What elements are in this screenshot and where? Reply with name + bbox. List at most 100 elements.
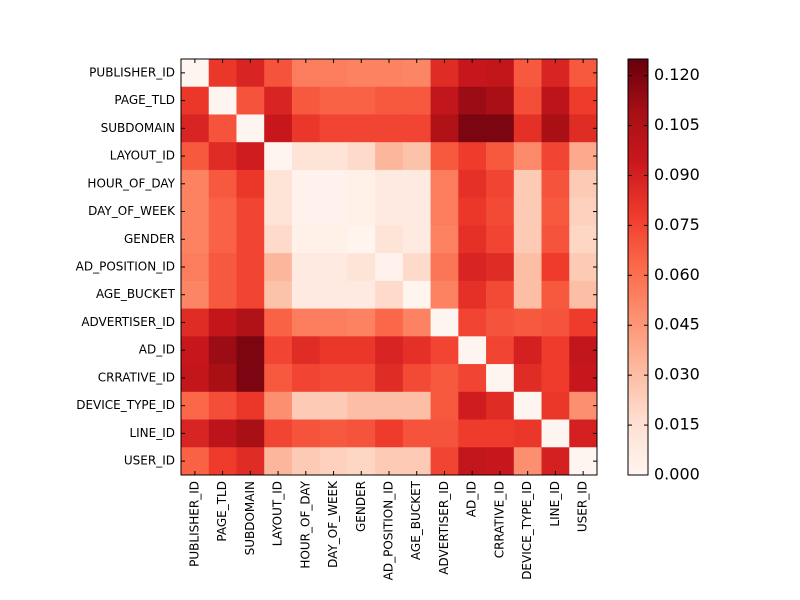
x-tick-label: PUBLISHER_ID [187,481,201,567]
heatmap-cell-age_bucket-age_bucket [402,280,431,309]
x-tick-label: GENDER [354,481,368,532]
heatmap-cell-age_bucket-page_tld [208,280,237,309]
heatmap-cell-user_id-ad_id [458,447,487,476]
heatmap-cell-ad_position_id-subdomain [236,253,265,282]
colorbar-tick-label: 0.105 [654,115,700,134]
heatmap-cell-page_tld-advertiser_id [430,86,459,115]
heatmap-cell-advertiser_id-subdomain [236,308,265,337]
heatmap-cell-device_type_id-layout_id [264,391,293,420]
heatmap-cell-device_type_id-publisher_id [181,391,210,420]
x-tick-label: LINE_ID [548,481,562,527]
colorbar-tick-label: 0.030 [654,365,700,384]
heatmap-cell-advertiser_id-device_type_id [513,308,542,337]
x-tick-label: USER_ID [576,481,590,532]
colorbar-tick-label: 0.090 [654,165,700,184]
heatmap-cell-user_id-user_id [569,447,598,476]
heatmap-cell-publisher_id-hour_of_day [291,59,321,88]
heatmap-cell-line_id-line_id [541,419,570,448]
heatmap-cell-line_id-gender [347,419,376,448]
heatmap-cell-page_tld-publisher_id [181,86,210,115]
heatmap-cell-hour_of_day-gender [347,169,376,199]
heatmap-cell-ad_id-line_id [541,336,570,365]
heatmap-cell-layout_id-layout_id [264,142,293,171]
heatmap-cell-subdomain-crrative_id [486,114,515,143]
heatmap-cell-ad_position_id-gender [347,253,376,282]
heatmap-cell-page_tld-gender [347,86,376,115]
heatmap-cell-subdomain-device_type_id [513,114,542,143]
colorbar-tick-label: 0.045 [654,315,700,334]
heatmap-cell-page_tld-day_of_week [319,86,348,115]
heatmap-cell-device_type_id-hour_of_day [291,391,321,420]
heatmap-cell-advertiser_id-page_tld [208,308,237,337]
heatmap-cell-line_id-ad_id [458,419,487,448]
y-tick-label: HOUR_OF_DAY [87,176,175,190]
heatmap-cell-publisher_id-line_id [541,59,570,88]
heatmap-cell-ad_position_id-ad_position_id [375,253,404,282]
heatmap-cell-device_type_id-crrative_id [486,391,515,420]
heatmap-cell-user_id-day_of_week [319,447,348,476]
heatmap-cell-ad_position_id-user_id [569,253,598,282]
heatmap-cell-gender-publisher_id [181,225,210,254]
heatmap-cell-layout_id-device_type_id [513,142,542,171]
heatmap-cell-ad_id-gender [347,336,376,365]
y-axis-tick-labels: PUBLISHER_ID PAGE_TLD SUBDOMAIN LAYOUT_ID HO… [76,65,597,468]
heatmap-cell-subdomain-line_id [541,114,570,143]
heatmap-cell-crrative_id-age_bucket [402,364,431,393]
heatmap-cell-line_id-user_id [569,419,598,448]
heatmap-cell-gender-user_id [569,225,598,254]
heatmap-cell-publisher_id-page_tld [208,59,237,88]
x-tick-label: PAGE_TLD [215,481,229,542]
heatmap-cell-crrative_id-layout_id [264,364,293,393]
heatmap-cell-advertiser_id-day_of_week [319,308,348,337]
heatmap-cell-advertiser_id-advertiser_id [430,308,459,337]
heatmap-cell-ad_position_id-publisher_id [181,253,210,282]
x-tick-label: AD_ID [465,481,479,517]
heatmap-cell-ad_id-ad_position_id [375,336,404,365]
heatmap-cell-page_tld-layout_id [264,86,293,115]
heatmap-cell-hour_of_day-line_id [541,169,570,199]
heatmap-cell-page_tld-ad_position_id [375,86,404,115]
heatmap-cell-line_id-advertiser_id [430,419,459,448]
heatmap-cell-line_id-layout_id [264,419,293,448]
heatmap-cell-line_id-age_bucket [402,419,431,448]
heatmap-cell-line_id-hour_of_day [291,419,321,448]
heatmap-cell-publisher_id-crrative_id [486,59,515,88]
heatmap-cell-hour_of_day-publisher_id [181,169,210,199]
heatmap-cell-crrative_id-advertiser_id [430,364,459,393]
heatmap-cell-subdomain-layout_id [264,114,293,143]
heatmap-cell-line_id-subdomain [236,419,265,448]
y-tick-label: ADVERTISER_ID [81,315,175,329]
heatmap-cell-publisher_id-device_type_id [513,59,542,88]
y-tick-label: USER_ID [124,454,175,468]
heatmap-cell-page_tld-line_id [541,86,570,115]
heatmap-cell-device_type_id-age_bucket [402,391,431,420]
heatmap-cell-day_of_week-ad_position_id [375,197,404,226]
heatmap-cell-hour_of_day-user_id [569,169,598,199]
heatmap-cell-hour_of_day-device_type_id [513,169,542,199]
heatmap-cell-crrative_id-ad_id [458,364,487,393]
heatmap-cell-device_type_id-line_id [541,391,570,420]
heatmap-cell-hour_of_day-page_tld [208,169,237,199]
heatmap-cell-gender-ad_position_id [375,225,404,254]
heatmap-cell-page_tld-hour_of_day [291,86,321,115]
heatmap-cell-device_type_id-device_type_id [513,391,542,420]
x-tick-label: CRRATIVE_ID [492,481,506,558]
heatmap-cell-advertiser_id-ad_id [458,308,487,337]
heatmap-cell-gender-age_bucket [402,225,431,254]
heatmap-cell-ad_id-age_bucket [402,336,431,365]
heatmap-cell-device_type_id-ad_position_id [375,391,404,420]
heatmap-cell-age_bucket-hour_of_day [291,280,321,309]
x-tick-label: SUBDOMAIN [243,481,257,555]
heatmap-cell-user_id-hour_of_day [291,447,321,476]
heatmap-cell-ad_id-hour_of_day [291,336,321,365]
heatmap-cell-layout_id-page_tld [208,142,237,171]
x-tick-label: AGE_BUCKET [409,480,423,560]
heatmap-cell-crrative_id-page_tld [208,364,237,393]
heatmap-cell-layout_id-day_of_week [319,142,348,171]
heatmap-cell-hour_of_day-subdomain [236,169,265,199]
y-tick-label: LINE_ID [129,426,175,440]
heatmap-cell-ad_position_id-ad_id [458,253,487,282]
heatmap-cell-subdomain-day_of_week [319,114,348,143]
heatmap-cell-user_id-device_type_id [513,447,542,476]
heatmap-cell-hour_of_day-advertiser_id [430,169,459,199]
